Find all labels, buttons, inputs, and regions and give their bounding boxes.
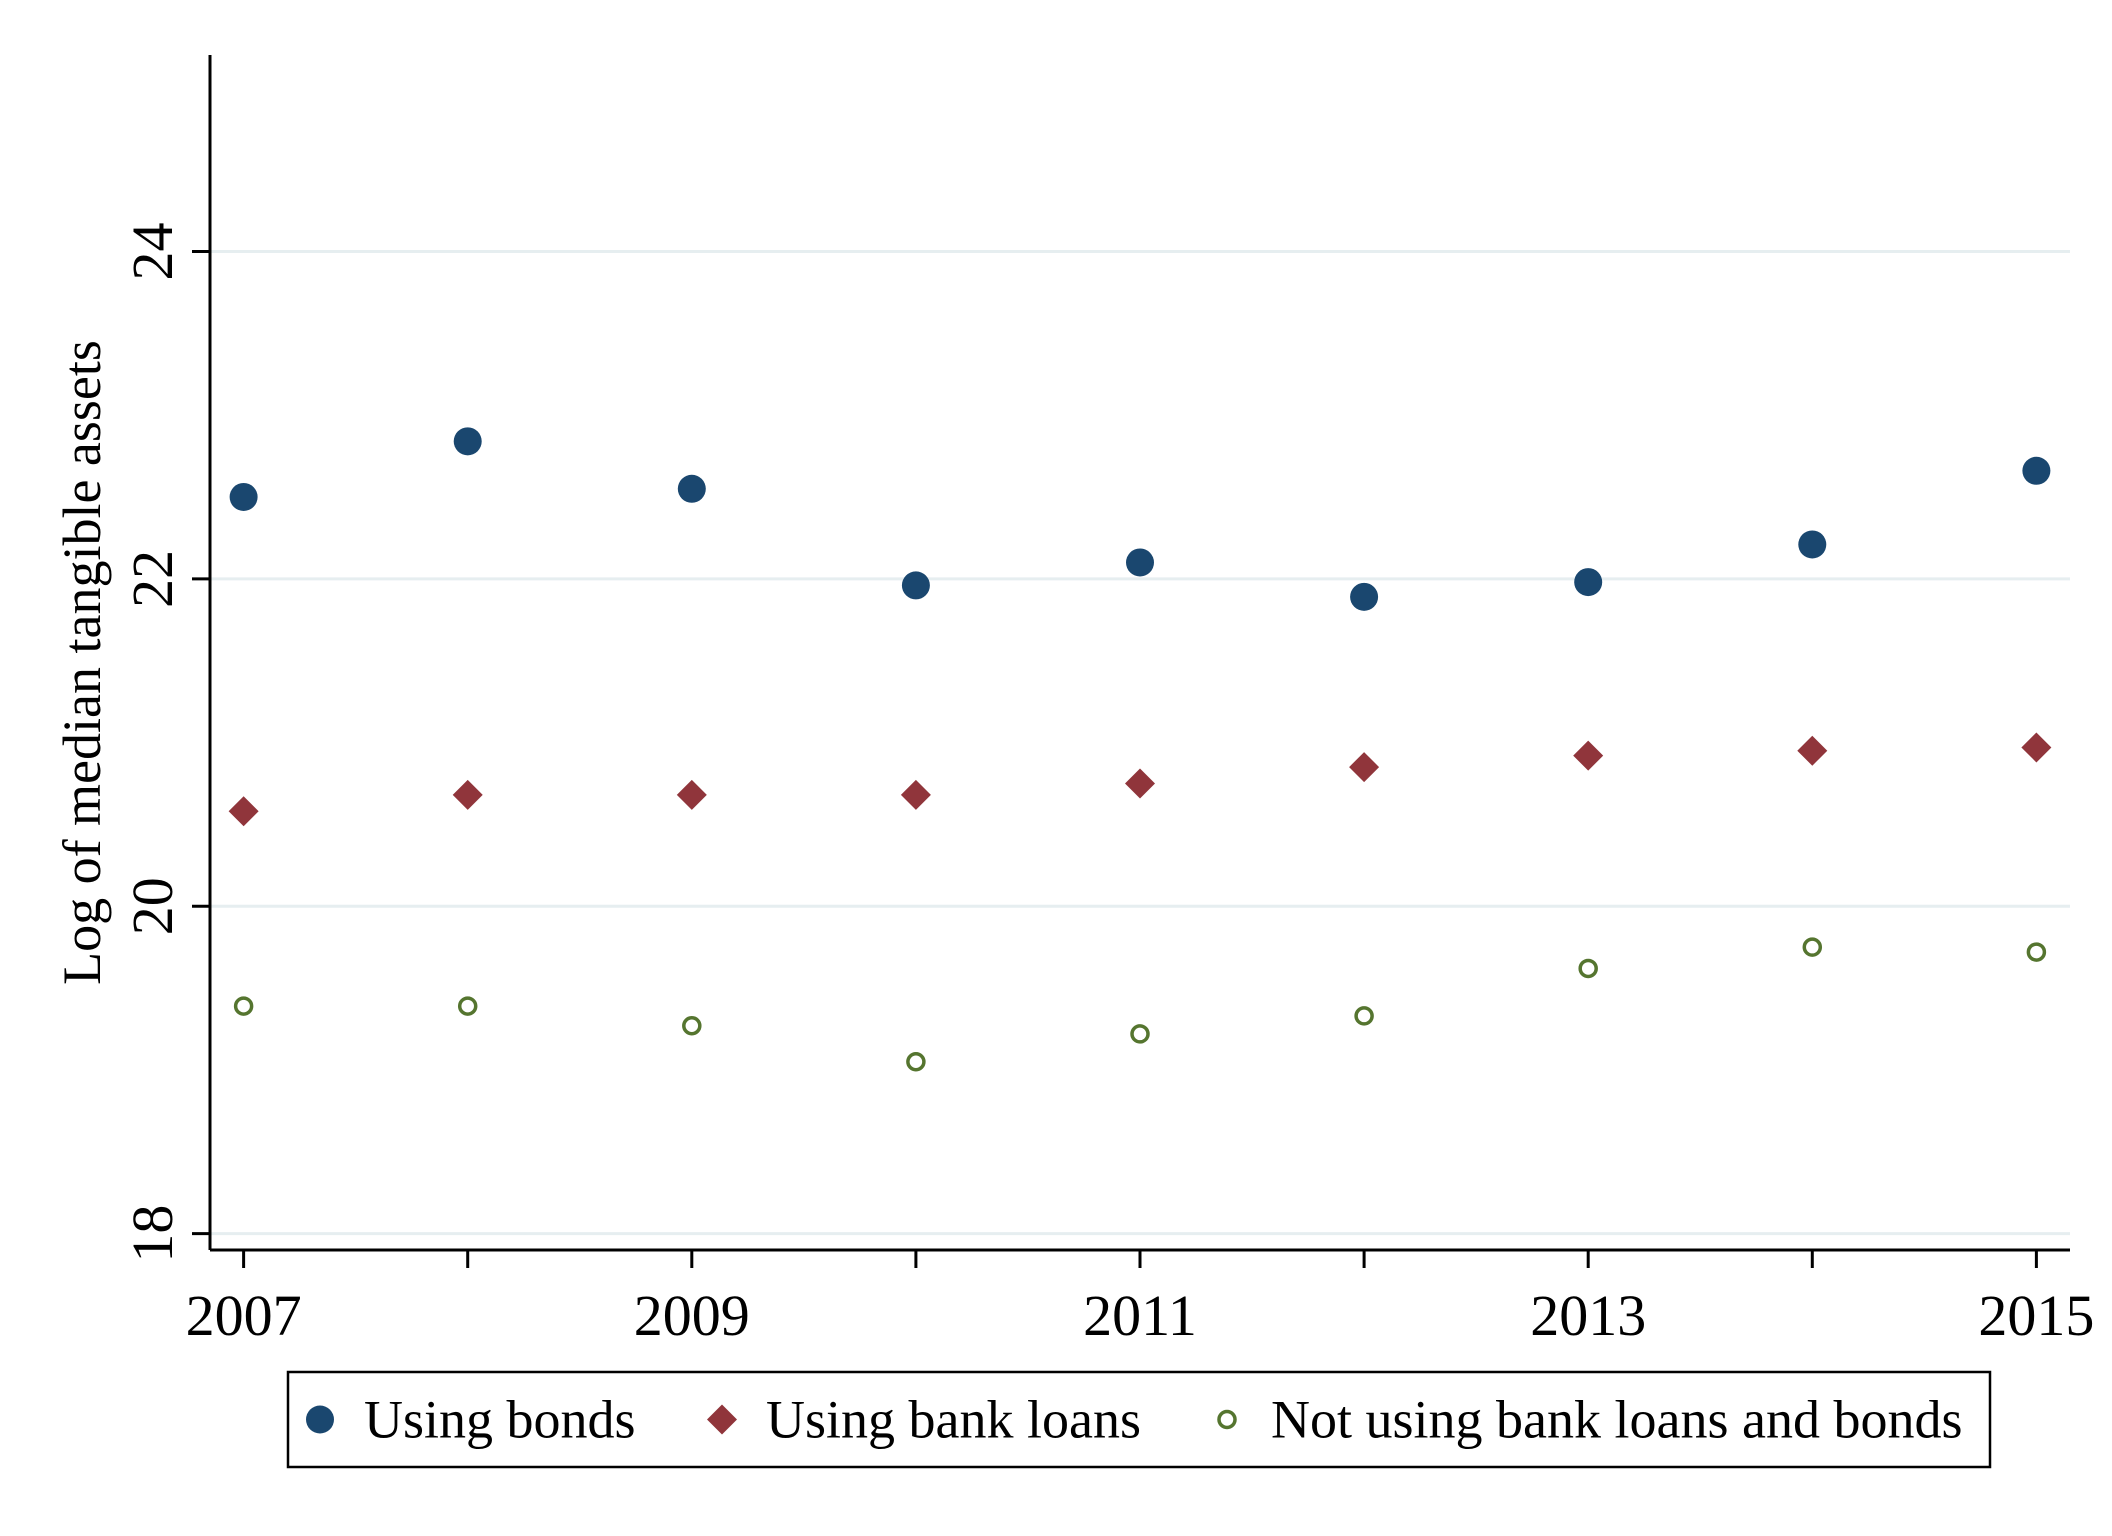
data-point	[2022, 456, 2051, 485]
data-point	[901, 571, 930, 600]
series-using-bonds	[229, 427, 2051, 611]
data-point	[1130, 1024, 1150, 1044]
x-tick-label: 2013	[1530, 1283, 1646, 1348]
data-point	[900, 779, 931, 810]
data-point	[1578, 958, 1598, 979]
data-point	[1573, 740, 1604, 771]
x-tick-label: 2011	[1083, 1283, 1197, 1348]
legend-marker	[306, 1405, 334, 1434]
data-point	[1798, 530, 1827, 559]
data-point	[228, 796, 259, 827]
y-tick-label: 24	[120, 222, 185, 280]
legend-item-using-bank-loans: Using bank loans	[707, 1390, 1141, 1450]
data-point	[677, 474, 706, 503]
y-tick-label: 18	[120, 1205, 185, 1263]
series-not-using-bank-loans-and-bonds	[233, 937, 2047, 1072]
data-point	[1125, 768, 1155, 799]
legend-label: Using bank loans	[766, 1390, 1141, 1450]
x-axis-ticks: 2007 2009 2011 2013 2015	[186, 1250, 2094, 1348]
legend-label: Not using bank loans and bonds	[1271, 1390, 1962, 1450]
legend-items: Using bonds Using bank loans Not using ban…	[306, 1390, 1962, 1450]
data-point	[1802, 937, 1823, 957]
data-point	[229, 482, 258, 511]
legend-marker	[707, 1404, 737, 1435]
data-point	[2021, 732, 2052, 763]
legend-item-not-using-bank-loans-and-bonds: Not using bank loans and bonds	[1217, 1390, 1962, 1450]
y-axis-title: Log of median tangible assets	[52, 340, 112, 985]
data-point	[1797, 735, 1828, 766]
data-point	[1574, 568, 1603, 597]
data-point	[457, 996, 478, 1016]
data-point	[906, 1051, 926, 1072]
x-tick-label: 2009	[634, 1283, 750, 1348]
legend-item-using-bonds: Using bonds	[306, 1390, 636, 1450]
data-point	[676, 779, 707, 810]
data-point	[1349, 752, 1380, 783]
series-using-bank-loans	[228, 732, 2052, 827]
y-axis-ticks: 18 20 22 24	[120, 222, 210, 1263]
data-point	[453, 427, 482, 456]
data-point	[233, 996, 254, 1016]
legend-label: Using bonds	[364, 1390, 636, 1450]
legend: Using bonds Using bank loans Not using ban…	[286, 1370, 1992, 1469]
data-point	[1126, 548, 1154, 577]
x-tick-label: 2015	[1978, 1283, 2094, 1348]
data-point	[452, 779, 483, 810]
legend-marker	[1217, 1409, 1237, 1430]
y-tick-label: 20	[120, 877, 185, 935]
grid-lines	[210, 249, 2070, 1236]
data-points	[228, 427, 2052, 1072]
data-point	[1350, 582, 1379, 611]
legend-box	[286, 1370, 1992, 1469]
x-tick-label: 2007	[186, 1283, 302, 1348]
data-point	[2026, 942, 2047, 962]
data-point	[1354, 1006, 1374, 1026]
y-tick-label: 22	[120, 550, 185, 608]
data-point	[682, 1015, 702, 1036]
